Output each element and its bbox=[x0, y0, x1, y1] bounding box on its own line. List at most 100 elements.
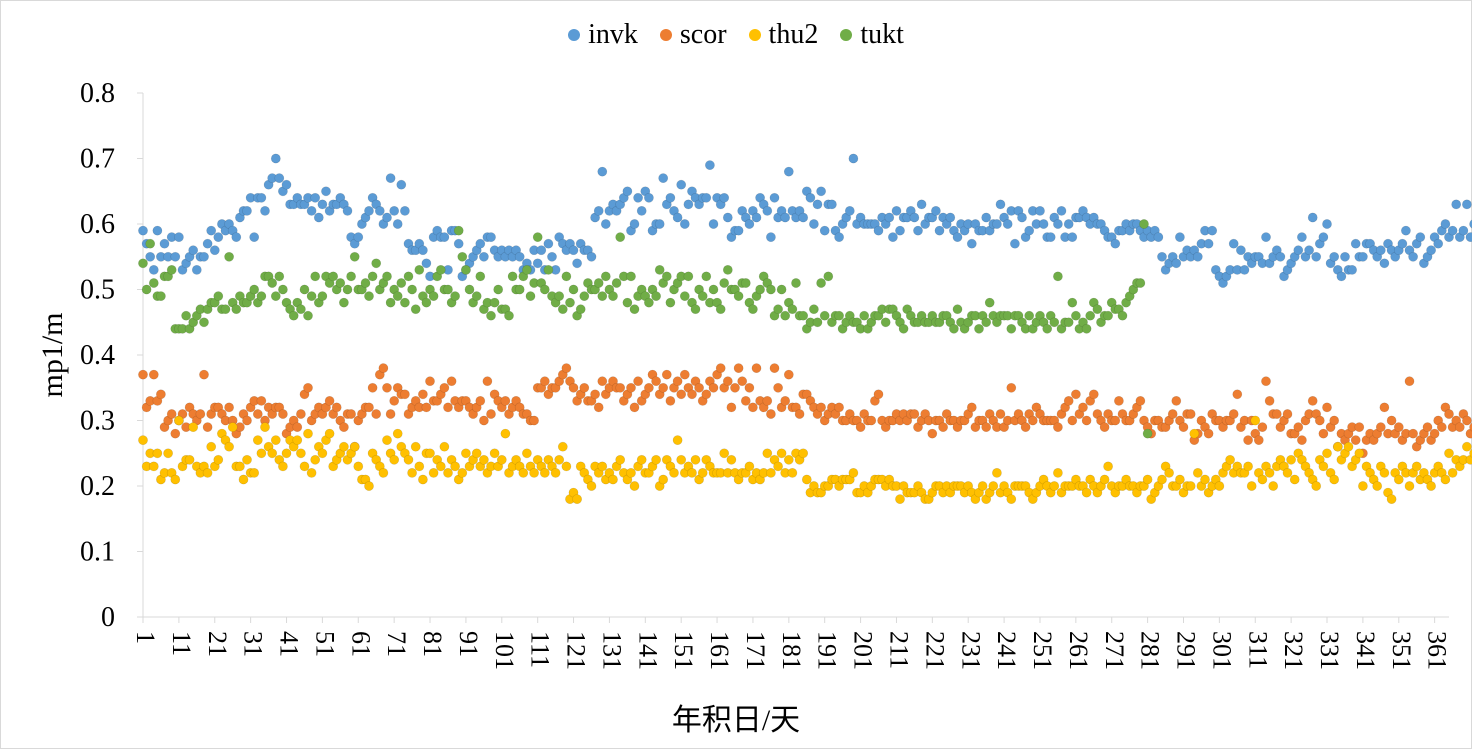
data-point-thu2 bbox=[1007, 495, 1016, 504]
data-point-thu2 bbox=[1448, 468, 1457, 477]
data-point-thu2 bbox=[1244, 462, 1253, 471]
data-point-thu2 bbox=[1251, 416, 1260, 425]
data-point-thu2 bbox=[461, 449, 470, 458]
data-point-thu2 bbox=[849, 468, 858, 477]
data-point-thu2 bbox=[271, 436, 280, 445]
data-point-invk bbox=[1409, 252, 1418, 261]
data-point-invk bbox=[418, 246, 427, 255]
data-point-thu2 bbox=[429, 468, 438, 477]
data-point-invk bbox=[935, 226, 944, 235]
data-point-scor bbox=[242, 416, 251, 425]
data-point-tukt bbox=[1007, 324, 1016, 333]
data-point-invk bbox=[1330, 252, 1339, 261]
data-point-tukt bbox=[300, 285, 309, 294]
data-point-scor bbox=[630, 403, 639, 412]
data-point-invk bbox=[766, 233, 775, 242]
data-point-thu2 bbox=[318, 449, 327, 458]
data-point-invk bbox=[809, 219, 818, 228]
data-point-scor bbox=[939, 423, 948, 432]
data-point-tukt bbox=[813, 318, 822, 327]
data-point-invk bbox=[1337, 272, 1346, 281]
data-point-invk bbox=[630, 219, 639, 228]
data-point-tukt bbox=[504, 311, 513, 320]
data-point-scor bbox=[1082, 416, 1091, 425]
legend-item-scor: scor bbox=[660, 19, 727, 51]
legend-swatch bbox=[840, 29, 852, 41]
data-point-invk bbox=[282, 180, 291, 189]
data-point-scor bbox=[982, 423, 991, 432]
data-point-invk bbox=[644, 193, 653, 202]
x-tick-label: 281 bbox=[1136, 631, 1165, 670]
data-point-invk bbox=[1111, 239, 1120, 248]
data-point-scor bbox=[745, 383, 754, 392]
data-point-scor bbox=[303, 383, 312, 392]
data-point-invk bbox=[250, 233, 259, 242]
data-point-invk bbox=[242, 206, 251, 215]
data-point-tukt bbox=[899, 324, 908, 333]
data-point-tukt bbox=[199, 318, 208, 327]
data-point-invk bbox=[745, 219, 754, 228]
data-point-invk bbox=[594, 206, 603, 215]
data-point-tukt bbox=[985, 298, 994, 307]
x-tick-label: 241 bbox=[992, 631, 1021, 670]
data-point-tukt bbox=[601, 272, 610, 281]
data-point-thu2 bbox=[540, 468, 549, 477]
data-point-tukt bbox=[974, 324, 983, 333]
data-point-invk bbox=[1466, 233, 1472, 242]
data-point-thu2 bbox=[608, 475, 617, 484]
series-invk bbox=[138, 154, 1472, 288]
x-tick-label: 11 bbox=[167, 631, 196, 656]
data-point-tukt bbox=[1118, 311, 1127, 320]
data-point-thu2 bbox=[637, 455, 646, 464]
data-point-invk bbox=[1057, 206, 1066, 215]
data-point-thu2 bbox=[1283, 468, 1292, 477]
data-point-scor bbox=[1064, 396, 1073, 405]
data-point-tukt bbox=[949, 324, 958, 333]
data-point-scor bbox=[774, 383, 783, 392]
data-point-scor bbox=[594, 403, 603, 412]
x-tick-label: 61 bbox=[346, 631, 375, 657]
data-point-scor bbox=[368, 383, 377, 392]
data-point-tukt bbox=[303, 311, 312, 320]
data-point-invk bbox=[386, 174, 395, 183]
data-point-scor bbox=[1229, 409, 1238, 418]
data-point-invk bbox=[874, 226, 883, 235]
data-point-tukt bbox=[278, 285, 287, 294]
data-point-invk bbox=[913, 226, 922, 235]
data-point-tukt bbox=[652, 292, 661, 301]
data-point-scor bbox=[440, 383, 449, 392]
data-point-tukt bbox=[415, 265, 424, 274]
data-point-invk bbox=[1154, 233, 1163, 242]
data-point-tukt bbox=[684, 272, 693, 281]
data-point-thu2 bbox=[1100, 475, 1109, 484]
data-point-scor bbox=[171, 429, 180, 438]
data-point-invk bbox=[1416, 233, 1425, 242]
data-point-invk bbox=[705, 161, 714, 170]
data-point-tukt bbox=[1139, 219, 1148, 228]
data-point-thu2 bbox=[698, 468, 707, 477]
data-point-tukt bbox=[691, 305, 700, 314]
data-point-scor bbox=[795, 409, 804, 418]
data-point-scor bbox=[1172, 396, 1181, 405]
data-point-tukt bbox=[368, 272, 377, 281]
data-point-invk bbox=[992, 219, 1001, 228]
data-point-thu2 bbox=[458, 468, 467, 477]
data-point-invk bbox=[806, 193, 815, 202]
data-point-invk bbox=[192, 265, 201, 274]
data-point-tukt bbox=[436, 265, 445, 274]
data-point-scor bbox=[382, 383, 391, 392]
data-point-scor bbox=[835, 403, 844, 412]
data-point-invk bbox=[260, 206, 269, 215]
data-point-invk bbox=[637, 206, 646, 215]
data-point-thu2 bbox=[425, 449, 434, 458]
data-point-scor bbox=[1233, 390, 1242, 399]
data-point-thu2 bbox=[1175, 475, 1184, 484]
data-point-scor bbox=[634, 377, 643, 386]
y-tick-label: 0.2 bbox=[80, 471, 115, 502]
data-point-thu2 bbox=[1330, 475, 1339, 484]
data-point-tukt bbox=[558, 305, 567, 314]
data-point-invk bbox=[1172, 259, 1181, 268]
data-point-scor bbox=[569, 383, 578, 392]
